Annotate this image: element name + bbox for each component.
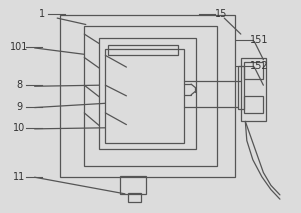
Bar	[108, 45, 178, 55]
Text: 8: 8	[17, 80, 23, 90]
Bar	[244, 96, 263, 113]
Bar	[99, 38, 196, 149]
Text: 11: 11	[14, 172, 26, 182]
Text: 15: 15	[215, 9, 228, 19]
Text: 152: 152	[250, 61, 268, 71]
Text: 151: 151	[250, 36, 268, 45]
Bar	[238, 66, 244, 109]
Bar	[60, 15, 235, 177]
Bar	[105, 49, 184, 143]
Bar	[244, 62, 263, 79]
Bar	[120, 176, 146, 194]
Bar	[128, 193, 141, 202]
Text: 9: 9	[17, 102, 23, 111]
Text: 101: 101	[10, 42, 29, 52]
Text: 1: 1	[39, 9, 45, 19]
Bar	[241, 58, 266, 121]
Bar	[84, 26, 217, 166]
Text: 10: 10	[14, 123, 26, 133]
